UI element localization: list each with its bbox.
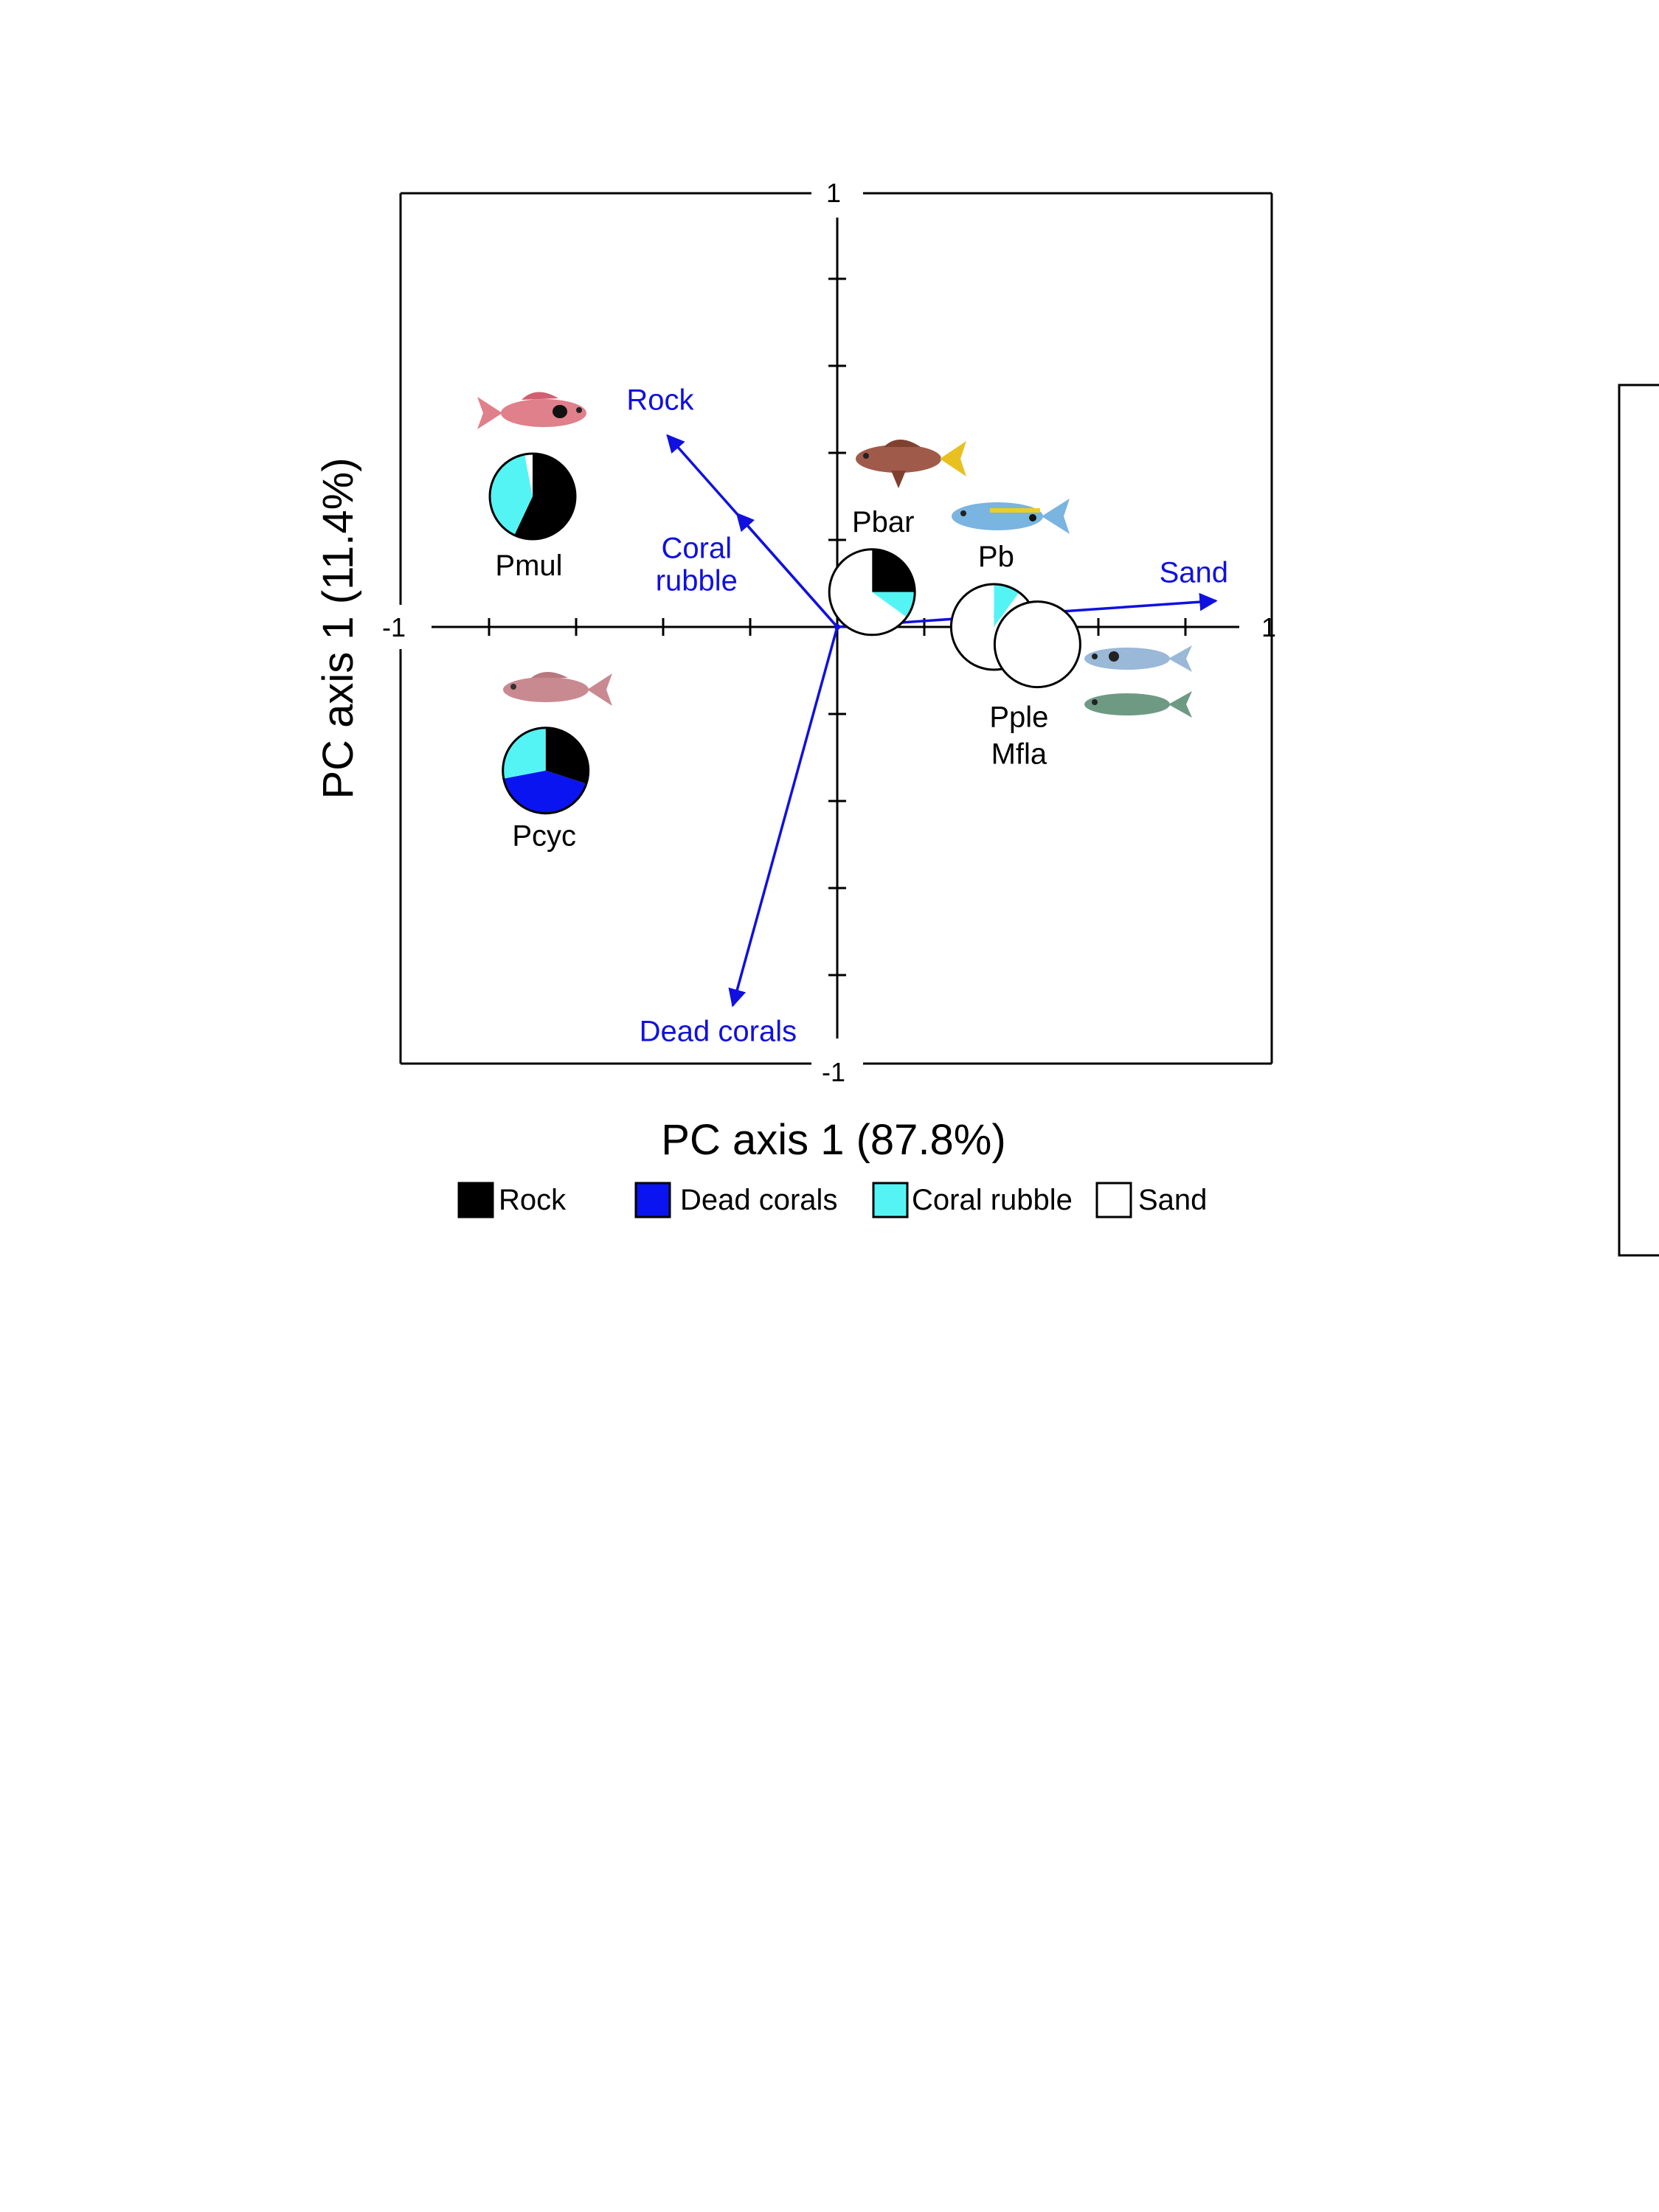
point-label-pbar: Pbar: [852, 506, 915, 538]
x-axis-max-label: 1: [1261, 612, 1276, 642]
pie-pcyc: [502, 727, 590, 815]
y-axis-ticks: [828, 277, 846, 977]
point-label-pmul: Pmul: [495, 549, 562, 582]
legend-swatch-coral-rubble: [872, 1182, 909, 1218]
legend-label-sand: Sand: [1138, 1184, 1207, 1216]
pie-outline: [488, 452, 577, 541]
legend-swatch-rock: [457, 1182, 494, 1218]
y-axis-title: PC axis 1 (11.4%): [314, 457, 362, 799]
vector-coral-rubble: [735, 512, 839, 628]
fish-image-pb: [952, 499, 1070, 534]
point-labels: Pmul Pcyc Pbar Pb Pple Mfla: [495, 506, 1048, 853]
origin-dot: [834, 624, 840, 630]
legend-swatch-sand: [1095, 1182, 1132, 1218]
vector-labels: Rock Coral rubble Dead corals Sand: [626, 384, 1228, 1047]
vector-dead-corals: [728, 626, 839, 1008]
pie-slice-sand: [994, 601, 1081, 687]
pie-slice-sand: [829, 549, 907, 635]
fish-image-pbar: [856, 440, 966, 488]
y-axis-min-label: -1: [822, 1057, 845, 1087]
x-axis-title: PC axis 1 (87.8%): [661, 1116, 1005, 1164]
y-axis-max-label: 1: [826, 178, 841, 208]
fish-image-mfla: [1084, 691, 1192, 718]
legend-swatch-dead-corals: [634, 1182, 671, 1218]
pie-pbar: [828, 548, 916, 637]
pie-outline: [502, 727, 590, 815]
pie-slice-rock: [514, 454, 575, 539]
species-pie-markers: [488, 452, 1081, 815]
legend-label-rock: Rock: [499, 1184, 567, 1216]
pie-slice-coral-rubble: [502, 727, 546, 779]
pie-slice-sand: [524, 454, 533, 496]
legend-label-coral-rubble: Coral rubble: [912, 1184, 1073, 1216]
environment-vectors: [666, 434, 1218, 1008]
point-label-pb: Pb: [978, 541, 1014, 573]
plot-frame: [399, 192, 1273, 1065]
pie-slice-dead-corals: [503, 770, 586, 814]
x-axis-min-label: -1: [382, 612, 406, 642]
legend-label-dead-corals: Dead corals: [680, 1184, 837, 1216]
fish-image-pple: [1084, 645, 1192, 672]
fish-image-pmul: [477, 392, 586, 429]
vector-label-rock: Rock: [626, 384, 694, 416]
point-label-pple: Pple Mfla: [989, 701, 1048, 771]
vector-label-dead-corals: Dead corals: [640, 1015, 797, 1047]
pie-outline: [993, 600, 1081, 689]
fish-illustrations: [477, 392, 1192, 718]
fish-image-pcyc: [503, 672, 612, 706]
vector-label-coral-rubble: Coral rubble: [656, 533, 738, 597]
vector-label-sand: Sand: [1160, 557, 1228, 589]
side-frame-fragment: [1618, 384, 1659, 1257]
pie-slice-rock: [872, 549, 915, 592]
pie-pmul: [488, 452, 577, 541]
pie-slice-coral-rubble: [490, 454, 533, 535]
pie-outline: [828, 548, 916, 637]
pie-pple: [993, 600, 1081, 689]
pie-slice-coral-rubble: [872, 592, 915, 617]
pie-slice-rock: [545, 727, 589, 784]
legend: Rock Dead corals Coral rubble Sand: [457, 1182, 1207, 1218]
pie-slice-coral-rubble: [994, 584, 1019, 627]
point-label-pcyc: Pcyc: [512, 820, 576, 853]
